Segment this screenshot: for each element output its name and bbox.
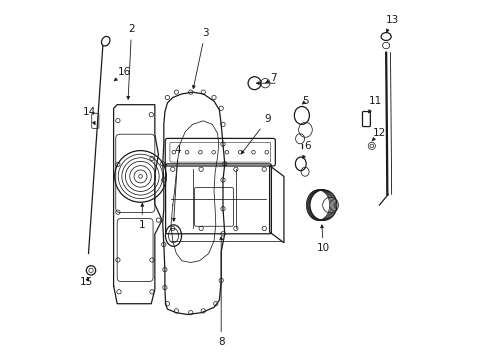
Text: 5: 5	[302, 96, 308, 106]
Text: 10: 10	[316, 225, 329, 253]
Text: 3: 3	[192, 28, 208, 89]
Text: 6: 6	[302, 141, 310, 158]
Text: 1: 1	[139, 203, 145, 230]
Text: 4: 4	[172, 144, 181, 221]
Text: 9: 9	[241, 114, 270, 154]
Text: 14: 14	[83, 107, 96, 125]
Text: 11: 11	[368, 96, 381, 113]
Text: 7: 7	[265, 73, 277, 83]
Text: 16: 16	[114, 67, 131, 81]
Text: 12: 12	[371, 129, 385, 141]
Text: 2: 2	[126, 24, 135, 99]
Text: 13: 13	[385, 15, 398, 32]
Text: 15: 15	[79, 277, 92, 287]
Text: 8: 8	[218, 237, 224, 347]
